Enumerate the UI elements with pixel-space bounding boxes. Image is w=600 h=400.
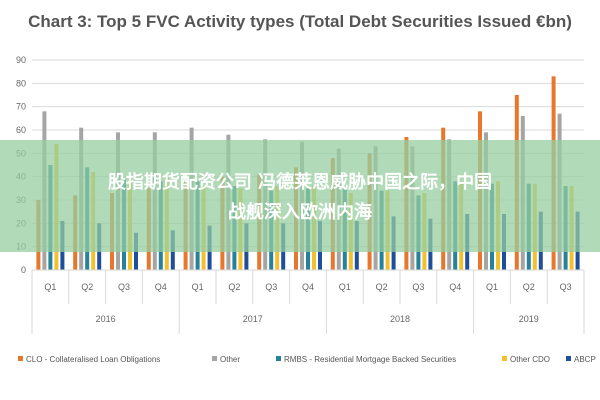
- legend-swatch: [18, 356, 23, 361]
- year-label: 2017: [243, 314, 263, 324]
- overlay-text: 股指期货配资公司 冯德莱恩威胁中国之际，中国 战舰深入欧洲内海: [20, 168, 580, 228]
- year-label: 2018: [390, 314, 410, 324]
- legend-swatch: [502, 356, 507, 361]
- x-tick-label: Q2: [228, 282, 240, 292]
- y-tick-label: 70: [16, 102, 26, 112]
- y-tick-label: 0: [21, 265, 26, 275]
- overlay-line-1: 股指期货配资公司 冯德莱恩威胁中国之际，中国: [107, 172, 493, 193]
- x-tick-label: Q3: [560, 282, 572, 292]
- x-tick-label: Q3: [265, 282, 277, 292]
- overlay-line-2: 战舰深入欧洲内海: [228, 202, 372, 223]
- overlay-banner: [0, 140, 600, 252]
- legend-label: CLO - Collateralised Loan Obligations: [26, 355, 160, 364]
- x-tick-label: Q1: [486, 282, 498, 292]
- x-tick-label: Q3: [412, 282, 424, 292]
- legend-label: ABCP: [574, 355, 596, 364]
- x-tick-label: Q2: [376, 282, 388, 292]
- year-label: 2016: [96, 314, 116, 324]
- legend-label: Other: [220, 355, 240, 364]
- x-tick-label: Q3: [118, 282, 130, 292]
- legend-label: Other CDO: [510, 355, 550, 364]
- y-tick-label: 90: [16, 55, 26, 65]
- x-tick-label: Q2: [523, 282, 535, 292]
- x-tick-label: Q1: [44, 282, 56, 292]
- y-tick-label: 60: [16, 125, 26, 135]
- x-tick-label: Q1: [339, 282, 351, 292]
- x-tick-label: Q1: [192, 282, 204, 292]
- year-label: 2019: [519, 314, 539, 324]
- x-tick-label: Q4: [302, 282, 314, 292]
- x-tick-label: Q4: [449, 282, 461, 292]
- x-tick-label: Q2: [81, 282, 93, 292]
- y-tick-label: 80: [16, 78, 26, 88]
- x-tick-label: Q4: [155, 282, 167, 292]
- legend-label: RMBS - Residential Mortgage Backed Secur…: [284, 355, 456, 364]
- legend-swatch: [566, 356, 571, 361]
- legend-swatch: [212, 356, 217, 361]
- chart-title: Chart 3: Top 5 FVC Activity types (Total…: [28, 12, 572, 31]
- legend-swatch: [276, 356, 281, 361]
